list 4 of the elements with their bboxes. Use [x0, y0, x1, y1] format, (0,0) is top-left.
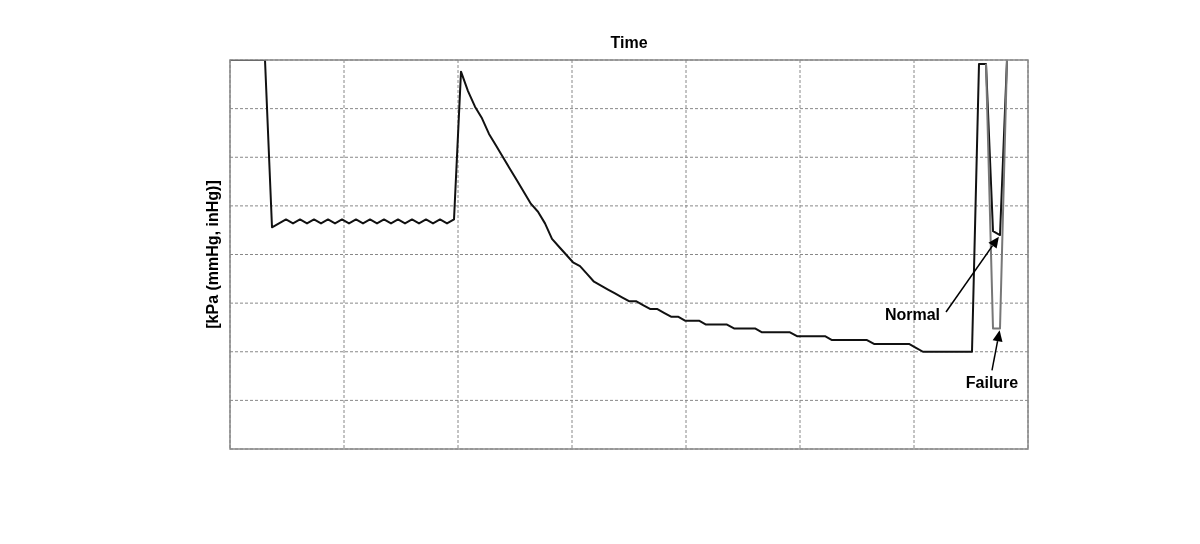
annotation: Failure: [965, 374, 1019, 392]
y-axis-title: [kPa (mmHg, inHg)]: [204, 180, 221, 329]
annotation: Normal: [884, 306, 940, 324]
x-axis-title: Time: [610, 34, 648, 51]
